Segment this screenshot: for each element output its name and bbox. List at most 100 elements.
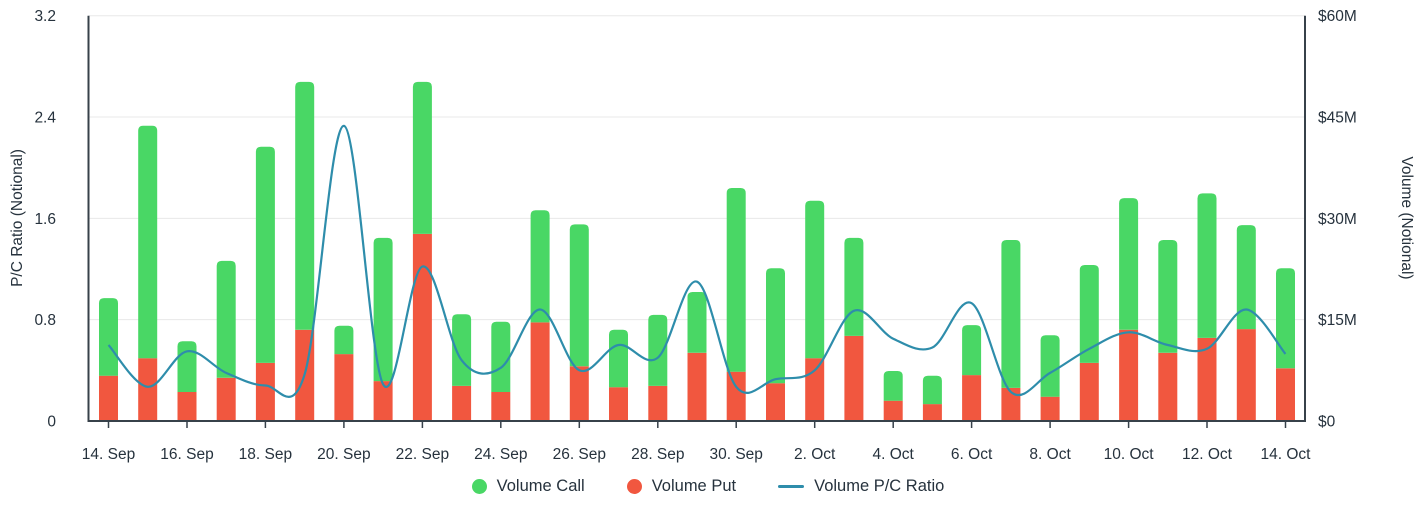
volume-put-bar[interactable] xyxy=(530,322,550,421)
volume-put-bar[interactable] xyxy=(1236,329,1256,421)
x-tick-label: 26. Sep xyxy=(553,446,606,463)
volume-call-bar[interactable] xyxy=(648,314,668,386)
volume-call-bar[interactable] xyxy=(1276,268,1295,369)
volume-put-bar[interactable] xyxy=(1119,329,1139,421)
x-tick-label: 14. Oct xyxy=(1261,446,1312,463)
legend-label-volume-pc-ratio: Volume P/C Ratio xyxy=(814,477,945,495)
x-tick-label: 28. Sep xyxy=(631,446,684,463)
volume-call-bar[interactable] xyxy=(1079,265,1099,363)
volume-put-bar[interactable] xyxy=(99,375,118,421)
volume-call-bar[interactable] xyxy=(99,298,118,376)
left-y-tick-label: 0 xyxy=(47,414,56,431)
left-y-tick-label: 3.2 xyxy=(34,8,56,25)
x-tick-label: 16. Sep xyxy=(160,446,213,463)
left-y-tick-label: 1.6 xyxy=(34,211,56,228)
volume-call-bar[interactable] xyxy=(216,260,236,378)
volume-call-bar[interactable] xyxy=(295,81,315,330)
legend-item-volume-call[interactable]: Volume Call xyxy=(471,477,585,496)
legend-item-volume-put[interactable]: Volume Put xyxy=(626,477,737,496)
volume-call-bar[interactable] xyxy=(1158,240,1178,353)
left-y-tick-label: 2.4 xyxy=(34,110,56,127)
volume-put-bar[interactable] xyxy=(844,335,864,421)
volume-call-bar[interactable] xyxy=(766,268,785,384)
x-tick-label: 14. Sep xyxy=(82,446,135,463)
legend-label-volume-put: Volume Put xyxy=(651,477,737,495)
volume-put-bar[interactable] xyxy=(962,375,982,421)
volume-call-bar[interactable] xyxy=(569,224,589,367)
volume-call-bar[interactable] xyxy=(1236,225,1256,330)
volume-call-bar[interactable] xyxy=(962,325,982,376)
volume-call-bar[interactable] xyxy=(922,375,942,405)
chart-plot-area: 14. Sep 16. Sep 18. Sep 20. Sep 22. Sep 24. S… xyxy=(9,8,1415,463)
volume-put-bar[interactable] xyxy=(255,362,275,421)
volume-call-bar[interactable] xyxy=(1119,198,1139,330)
volume-call-bar[interactable] xyxy=(177,341,197,392)
x-tick-label: 6. Oct xyxy=(951,446,993,463)
volume-put-bar[interactable] xyxy=(491,392,511,421)
volume-put-marker-icon xyxy=(626,479,642,494)
volume-put-bar[interactable] xyxy=(569,366,589,421)
volume-put-bar[interactable] xyxy=(805,358,825,421)
volume-put-bar[interactable] xyxy=(1040,396,1060,421)
left-axis-title: P/C Ratio (Notional) xyxy=(9,149,26,287)
volume-call-bar[interactable] xyxy=(255,146,275,363)
volume-put-bar[interactable] xyxy=(1276,368,1295,421)
volume-call-bar[interactable] xyxy=(1040,335,1060,397)
volume-call-bar[interactable] xyxy=(334,325,354,355)
volume-call-marker-icon xyxy=(471,479,487,494)
volume-put-bar[interactable] xyxy=(1079,362,1099,421)
volume-put-bar[interactable] xyxy=(687,352,707,421)
volume-put-bar[interactable] xyxy=(452,385,472,421)
volume-put-bar[interactable] xyxy=(334,354,354,421)
volume-call-bar[interactable] xyxy=(138,125,158,359)
volume-put-bar[interactable] xyxy=(726,371,746,421)
right-y-tick-label: $45M xyxy=(1318,110,1357,127)
volume-put-bar[interactable] xyxy=(609,387,628,421)
volume-put-bar[interactable] xyxy=(883,400,903,421)
volume-put-bar[interactable] xyxy=(922,404,942,421)
volume-call-bar[interactable] xyxy=(726,188,746,372)
right-y-tick-label: $30M xyxy=(1318,211,1357,228)
volume-put-bar[interactable] xyxy=(1197,337,1217,421)
volume-put-bar[interactable] xyxy=(412,233,432,421)
right-y-tick-label: $60M xyxy=(1318,8,1357,25)
volume-put-bar[interactable] xyxy=(138,358,158,421)
x-tick-label: 2. Oct xyxy=(794,446,836,463)
volume-call-bar[interactable] xyxy=(373,237,393,382)
x-tick-label: 12. Oct xyxy=(1182,446,1233,463)
x-tick-label: 8. Oct xyxy=(1029,446,1071,463)
volume-call-bar[interactable] xyxy=(491,321,511,392)
chart-legend: Volume Call Volume Put Volume P/C Ratio xyxy=(0,477,1416,496)
left-y-tick-label: 0.8 xyxy=(34,312,56,329)
volume-put-bar[interactable] xyxy=(648,385,668,421)
x-tick-label: 30. Sep xyxy=(709,446,762,463)
x-tick-label: 4. Oct xyxy=(873,446,915,463)
volume-call-bar[interactable] xyxy=(805,200,825,359)
volume-put-bar[interactable] xyxy=(177,392,197,421)
volume-call-bar[interactable] xyxy=(1197,193,1217,338)
volume-put-bar[interactable] xyxy=(216,377,236,421)
x-tick-label: 10. Oct xyxy=(1104,446,1155,463)
volume-call-bar[interactable] xyxy=(530,210,550,323)
volume-call-bar[interactable] xyxy=(844,237,864,336)
volume-call-bar[interactable] xyxy=(1001,240,1021,388)
volume-call-bar[interactable] xyxy=(609,329,628,388)
volume-call-bar[interactable] xyxy=(687,292,707,353)
volume-pc-ratio-marker-icon xyxy=(778,485,805,488)
legend-label-volume-call: Volume Call xyxy=(496,477,585,495)
x-tick-label: 24. Sep xyxy=(474,446,527,463)
right-axis-title: Volume (Notional) xyxy=(1398,156,1415,279)
legend-item-volume-pc-ratio[interactable]: Volume P/C Ratio xyxy=(778,477,944,496)
x-tick-label: 22. Sep xyxy=(396,446,449,463)
volume-put-bar[interactable] xyxy=(1001,387,1021,421)
x-tick-label: 20. Sep xyxy=(317,446,370,463)
volume-put-bar[interactable] xyxy=(1158,352,1178,421)
x-tick-label: 18. Sep xyxy=(239,446,292,463)
volume-put-bar[interactable] xyxy=(766,383,785,421)
volume-call-bar[interactable] xyxy=(452,314,472,386)
volume-pc-ratio-line xyxy=(107,124,1287,398)
volume-put-bar[interactable] xyxy=(373,381,393,421)
volume-call-bar[interactable] xyxy=(412,81,432,234)
volume-call-bar[interactable] xyxy=(883,371,903,401)
